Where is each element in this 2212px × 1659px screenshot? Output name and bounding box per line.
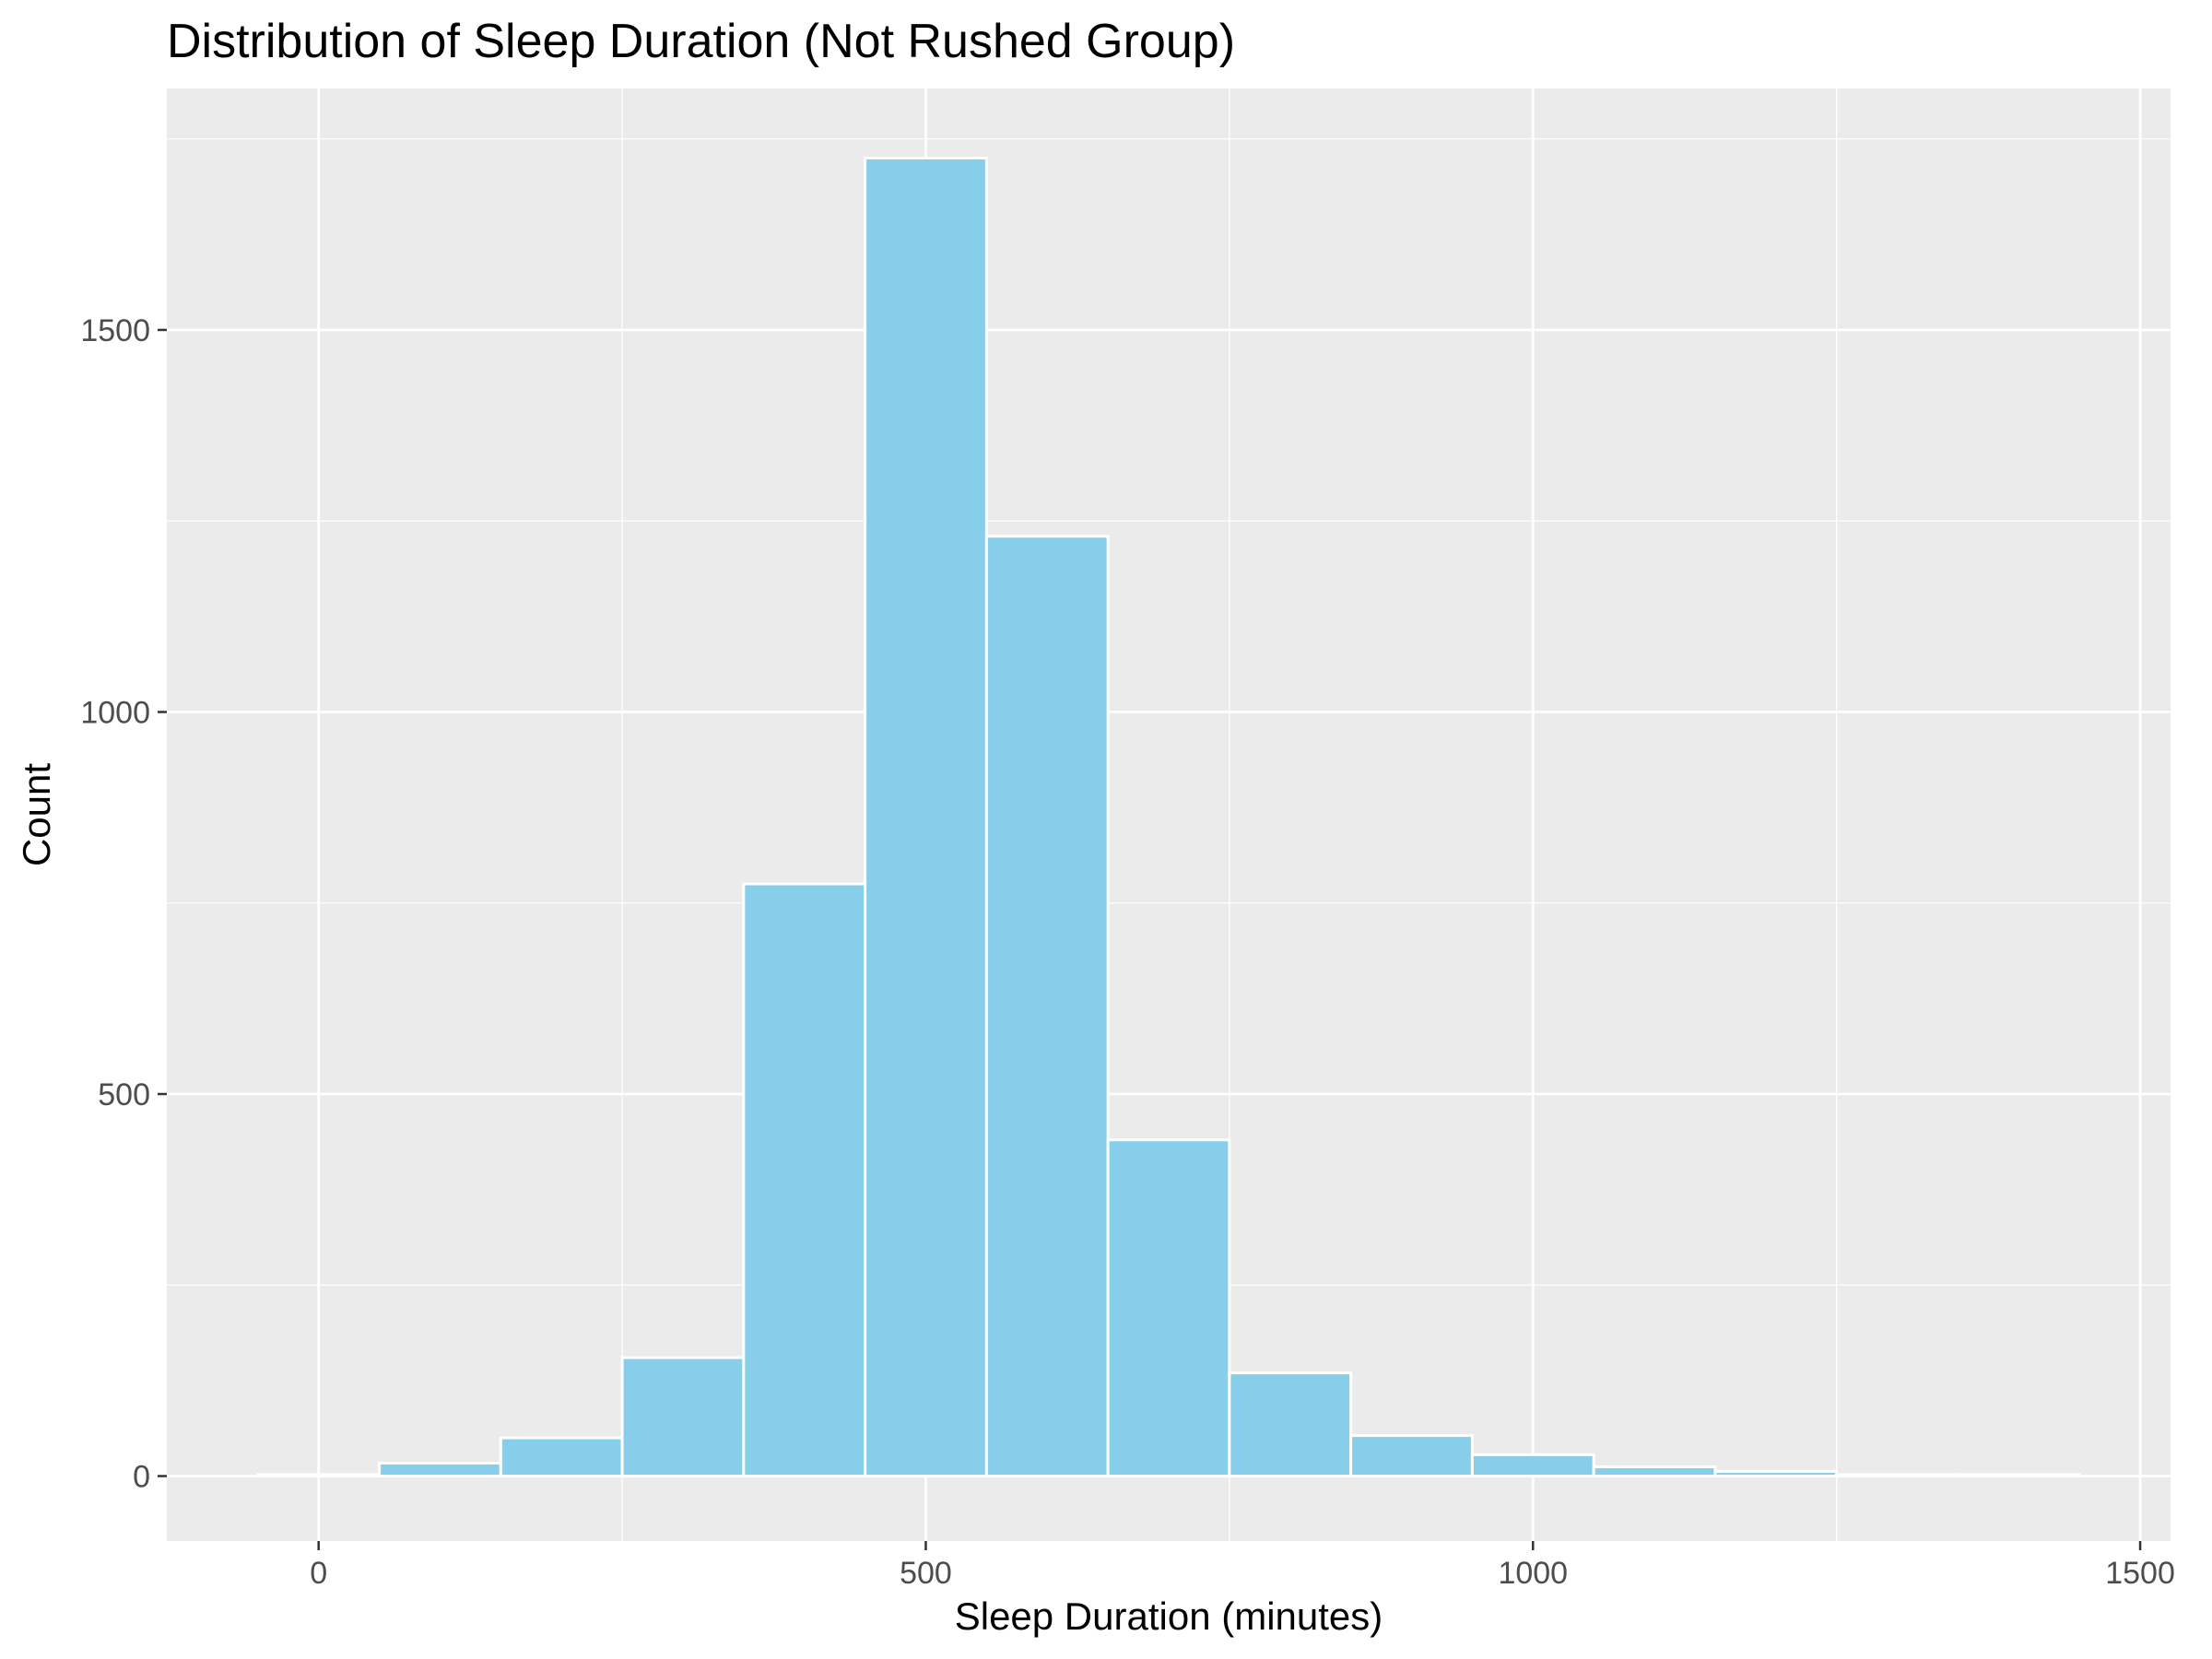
x-tick-label: 1500 — [2105, 1556, 2175, 1591]
histogram-bar — [378, 1461, 502, 1478]
histogram-bar — [256, 1473, 382, 1478]
chart-title: Distribution of Sleep Duration (Not Rush… — [167, 15, 1235, 68]
y-tick-label: 0 — [133, 1460, 150, 1495]
histogram-bar — [1835, 1473, 1959, 1478]
histogram-bar — [864, 156, 988, 1478]
histogram-bar — [1592, 1465, 1717, 1478]
x-axis: 0 500 1000 1500 — [310, 1541, 2175, 1591]
x-axis-title: Sleep Duration (minutes) — [955, 1594, 1383, 1638]
histogram-bar — [984, 535, 1110, 1478]
y-tick-label: 500 — [98, 1077, 150, 1112]
histogram-bar — [1470, 1453, 1595, 1478]
histogram-bar — [1349, 1434, 1474, 1478]
histogram-bar — [1713, 1470, 1839, 1478]
histogram-bar — [1956, 1473, 2081, 1478]
y-axis-title: Count — [15, 763, 58, 866]
x-tick-label: 1000 — [1498, 1556, 1568, 1591]
x-tick-label: 500 — [900, 1556, 952, 1591]
histogram-bar — [1106, 1138, 1231, 1478]
histogram-bar — [1228, 1371, 1353, 1478]
histogram-bar — [620, 1356, 746, 1478]
y-tick-label: 1500 — [80, 313, 150, 348]
histogram-bar — [742, 882, 867, 1478]
x-tick-label: 0 — [310, 1556, 327, 1591]
y-axis: 0 500 1000 1500 — [80, 313, 167, 1495]
histogram-bar — [499, 1436, 624, 1478]
y-tick-label: 1000 — [80, 695, 150, 730]
histogram-bars — [256, 156, 2081, 1478]
